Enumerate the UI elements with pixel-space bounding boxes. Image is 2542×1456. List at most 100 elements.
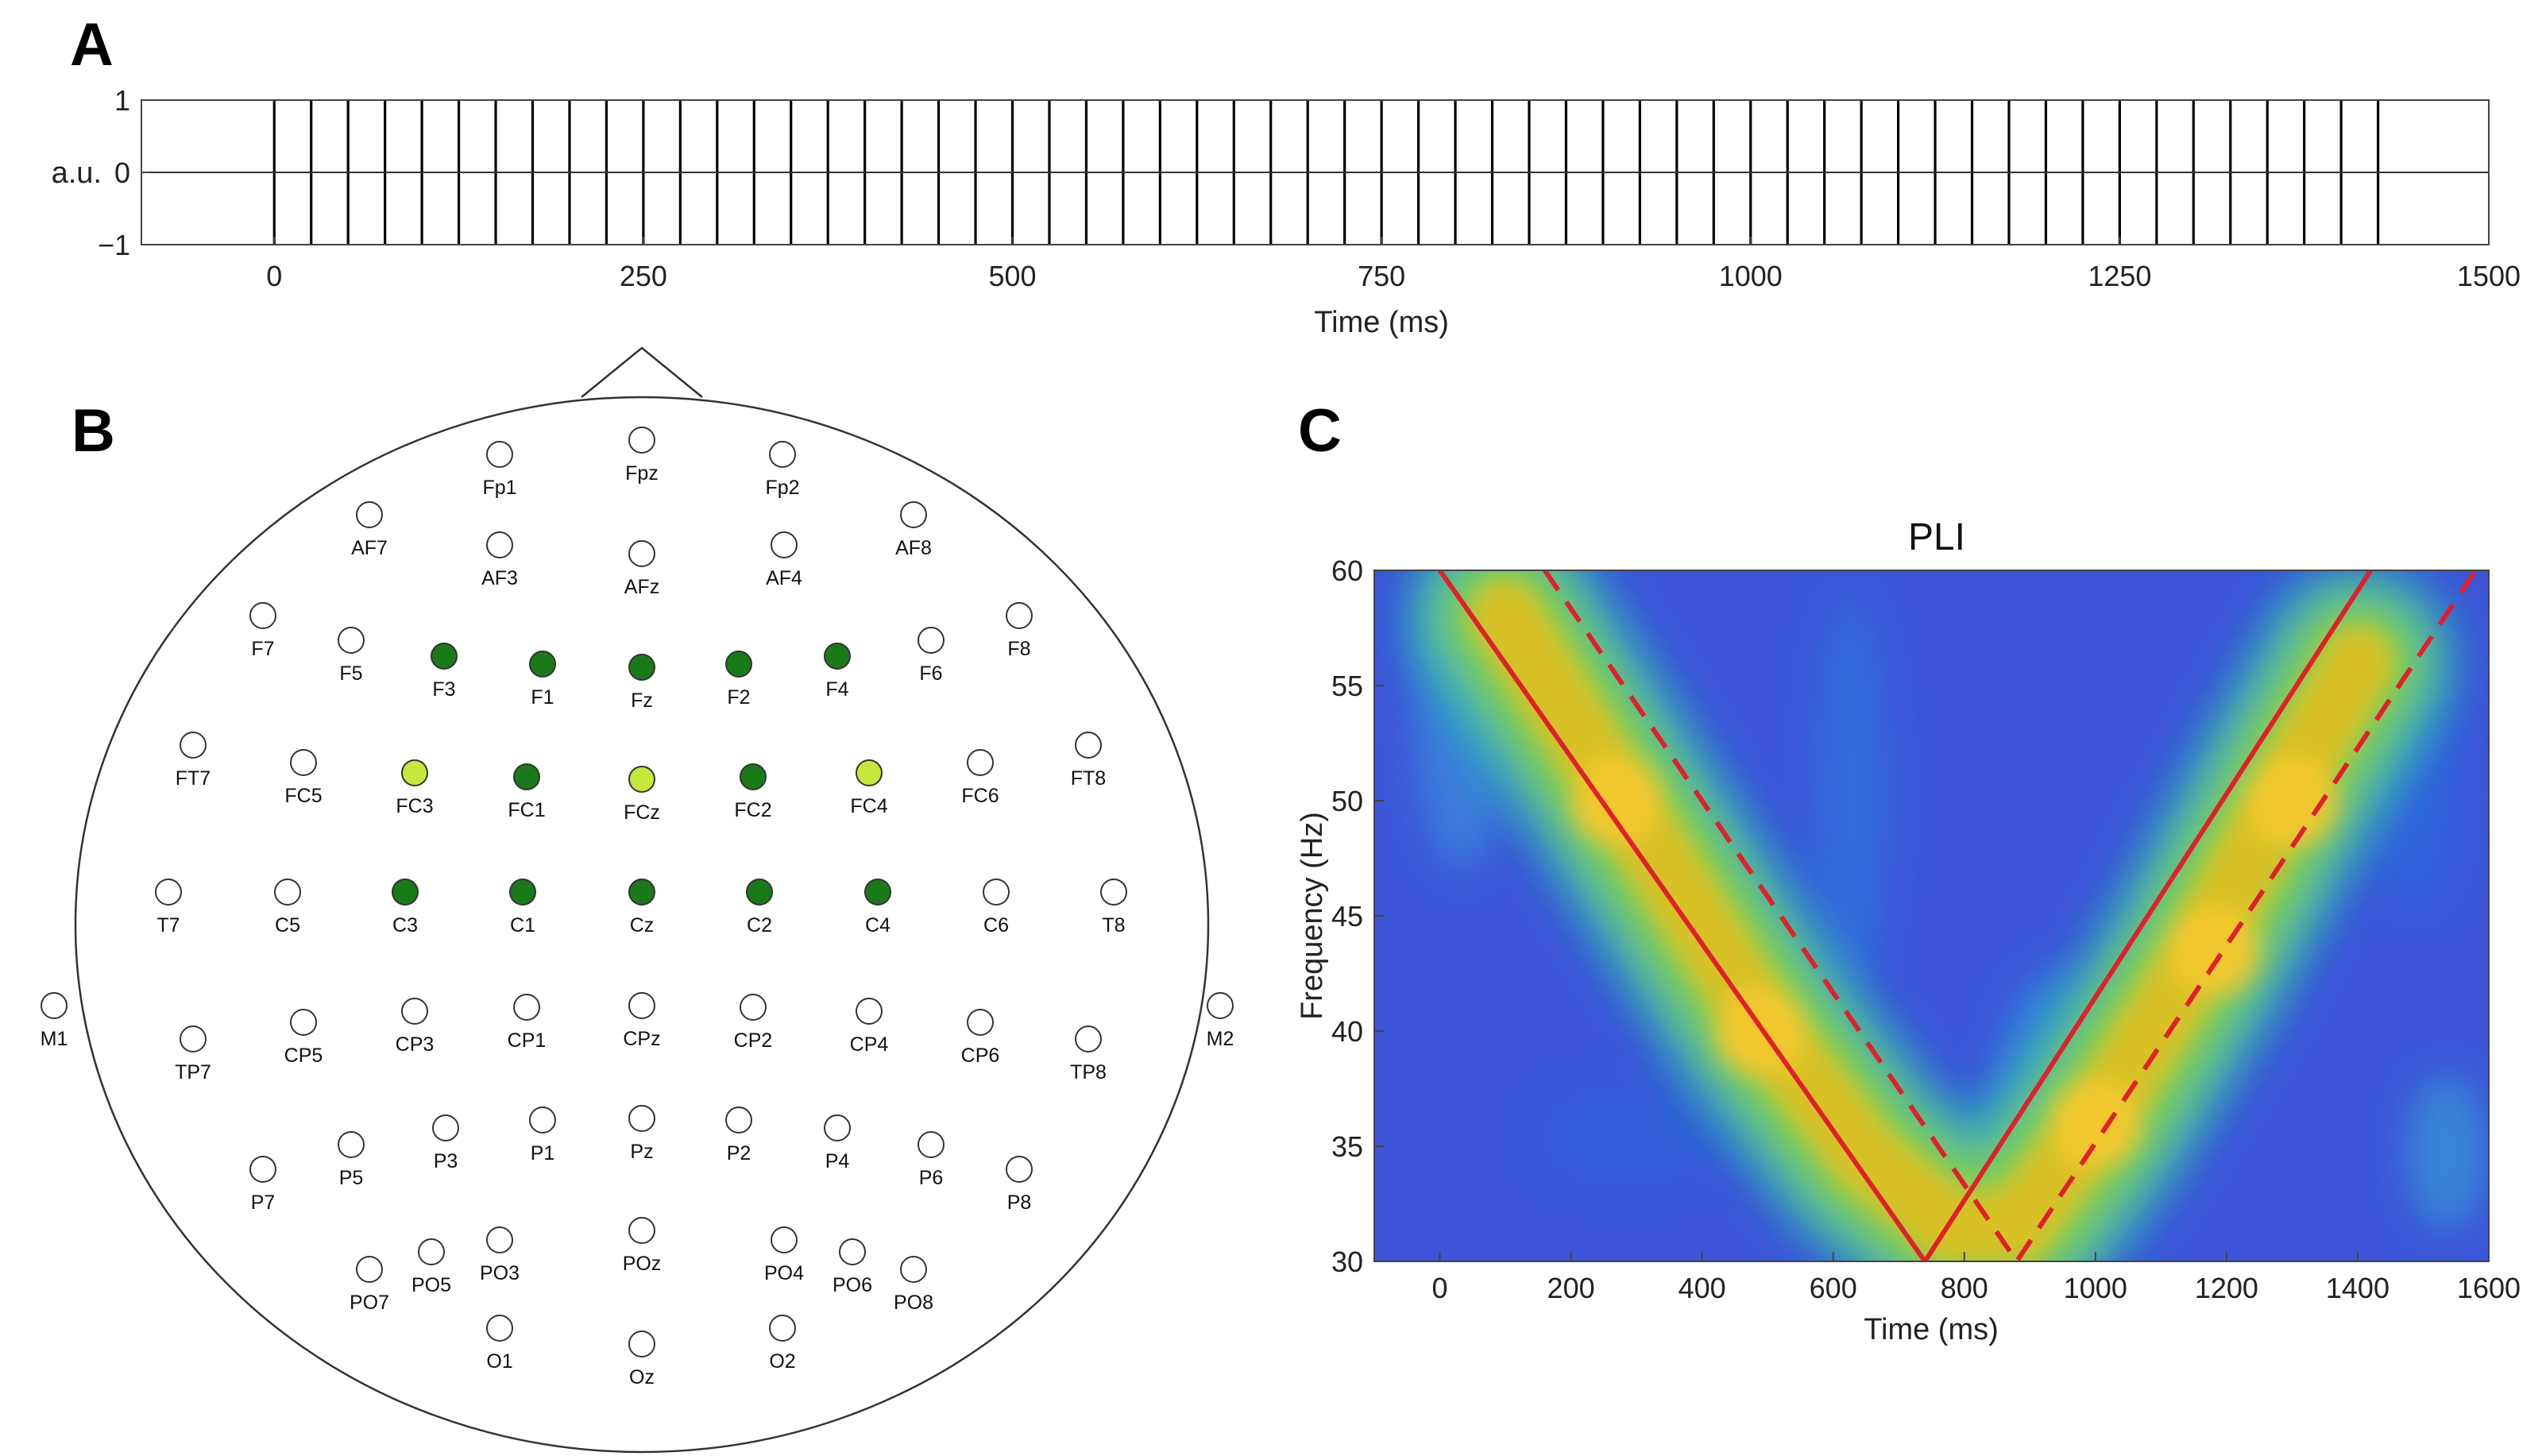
y-tick-label: −1 bbox=[98, 229, 130, 261]
ridge-hotspot bbox=[2167, 904, 2260, 997]
electrode-label: C4 bbox=[865, 914, 890, 937]
x-tick-label: 1600 bbox=[2457, 1272, 2521, 1304]
x-tick-label: 1000 bbox=[1719, 260, 1783, 292]
electrode-p4: P4 bbox=[824, 1114, 851, 1172]
electrode-f8: F8 bbox=[1006, 602, 1033, 660]
head-outline bbox=[74, 396, 1210, 1454]
electrode-label: Fp1 bbox=[482, 477, 516, 499]
electrode-marker bbox=[529, 651, 556, 678]
ridge-hotspot bbox=[2246, 755, 2339, 847]
y-axis-label-a: a.u. bbox=[52, 156, 102, 190]
electrode-label: FCz bbox=[624, 801, 660, 824]
electrode-label: FC2 bbox=[734, 799, 771, 821]
electrode-pz: Pz bbox=[628, 1105, 655, 1163]
electrode-label: P6 bbox=[919, 1167, 944, 1189]
electrode-label: FC5 bbox=[284, 785, 322, 807]
electrode-tp7: TP7 bbox=[175, 1025, 211, 1083]
electrode-marker bbox=[1075, 732, 1102, 759]
electrode-c5: C5 bbox=[274, 879, 301, 937]
panel-letter-c: C bbox=[1298, 397, 1342, 465]
electrode-p5: P5 bbox=[338, 1131, 365, 1189]
y-axis-label-c: Frequency (Hz) bbox=[1296, 812, 1329, 1020]
electrode-label: P8 bbox=[1007, 1191, 1032, 1214]
electrode-marker bbox=[41, 992, 68, 1019]
x-tick-label: 750 bbox=[1358, 260, 1405, 292]
y-tick-label: 1 bbox=[114, 84, 130, 117]
electrode-marker bbox=[529, 1106, 556, 1134]
electrode-label: AF8 bbox=[895, 537, 932, 559]
electrode-fcz: FCz bbox=[624, 766, 660, 824]
electrode-label: AFz bbox=[624, 576, 659, 598]
electrode-marker bbox=[824, 643, 851, 670]
electrode-fc3: FC3 bbox=[396, 759, 434, 817]
y-tick-label: 35 bbox=[1331, 1130, 1363, 1163]
electrode-label: TP7 bbox=[175, 1061, 211, 1083]
electrode-m1: M1 bbox=[41, 992, 68, 1050]
x-tick-label: 600 bbox=[1810, 1272, 1857, 1304]
y-tick-label: 55 bbox=[1331, 670, 1363, 702]
x-tick-label: 0 bbox=[1432, 1272, 1448, 1304]
electrode-po4: PO4 bbox=[764, 1226, 804, 1284]
electrode-o1: O1 bbox=[486, 1315, 513, 1373]
electrode-marker bbox=[249, 602, 276, 629]
nose-icon bbox=[581, 346, 703, 398]
electrode-marker bbox=[769, 1315, 796, 1342]
electrode-label: O2 bbox=[769, 1350, 795, 1373]
electrode-marker bbox=[1006, 602, 1033, 629]
ridge-band-inner bbox=[1469, 580, 2394, 1261]
electrode-label: P2 bbox=[727, 1142, 751, 1164]
electrode-label: T7 bbox=[156, 914, 180, 937]
electrode-fc6: FC6 bbox=[961, 749, 999, 807]
electrode-c6: C6 bbox=[983, 879, 1010, 937]
electrode-fc4: FC4 bbox=[850, 759, 888, 817]
electrode-p2: P2 bbox=[725, 1106, 752, 1164]
electrode-label: P4 bbox=[825, 1150, 850, 1172]
electrode-f3: F3 bbox=[431, 643, 458, 701]
electrode-marker bbox=[900, 1256, 927, 1283]
electrode-t7: T7 bbox=[155, 879, 182, 937]
electrode-label: PO3 bbox=[480, 1262, 520, 1284]
electrode-label: C3 bbox=[392, 914, 418, 937]
electrode-label: Oz bbox=[629, 1366, 655, 1388]
electrode-marker bbox=[628, 766, 655, 793]
electrode-label: FT7 bbox=[176, 767, 211, 790]
x-axis-label-a: Time (ms) bbox=[1314, 306, 1449, 339]
electrode-marker bbox=[771, 531, 798, 558]
electrode-label: AF7 bbox=[351, 537, 388, 559]
frequency-sweep-curves bbox=[1438, 570, 2478, 1261]
x-tick-label: 800 bbox=[1941, 1272, 1988, 1304]
electrode-marker bbox=[628, 1105, 655, 1132]
x-tick-label: 0 bbox=[266, 260, 282, 292]
electrode-marker bbox=[356, 1256, 383, 1283]
electrode-label: CP1 bbox=[508, 1029, 547, 1052]
electrode-label: P1 bbox=[531, 1142, 555, 1164]
electrode-marker bbox=[274, 879, 301, 906]
electrode-marker bbox=[401, 998, 428, 1025]
panel-letter-a: A bbox=[70, 11, 114, 79]
y-ticks-a: 1 0 −1 bbox=[98, 84, 149, 261]
panel-b-head-map: Fp1 Fpz Fp2 AF7 AF3 AFz AF4 AF8 F7 F5 F3 F1 Fz F2 F4 F6… bbox=[41, 346, 1234, 1454]
electrode-label: F8 bbox=[1007, 638, 1030, 660]
electrode-marker bbox=[983, 879, 1010, 906]
electrode-po6: PO6 bbox=[833, 1238, 872, 1296]
electrode-marker bbox=[290, 1009, 317, 1036]
electrode-marker bbox=[392, 879, 419, 906]
electrode-fp2: Fp2 bbox=[765, 441, 800, 499]
electrode-label: PO4 bbox=[764, 1262, 804, 1284]
electrode-cp5: CP5 bbox=[284, 1009, 323, 1067]
x-ticks-c: 0 200 400 600 800 1000 1200 1400 1600 bbox=[1432, 1252, 2521, 1304]
electrode-label: FC3 bbox=[396, 795, 433, 817]
electrode-marker bbox=[628, 879, 655, 906]
electrode-cp3: CP3 bbox=[396, 998, 434, 1056]
sweep-curve-solid bbox=[1438, 570, 2373, 1261]
electrode-label: CP4 bbox=[850, 1033, 889, 1056]
electrode-marker bbox=[486, 1315, 513, 1342]
electrode-marker bbox=[431, 643, 458, 670]
electrode-label: CP2 bbox=[734, 1029, 773, 1052]
x-tick-label: 200 bbox=[1547, 1272, 1595, 1304]
electrode-po8: PO8 bbox=[894, 1256, 933, 1314]
electrode-label: CP5 bbox=[284, 1045, 323, 1067]
electrode-label: P7 bbox=[251, 1191, 276, 1214]
electrode-marker bbox=[824, 1114, 851, 1141]
electrode-po7: PO7 bbox=[350, 1256, 389, 1314]
